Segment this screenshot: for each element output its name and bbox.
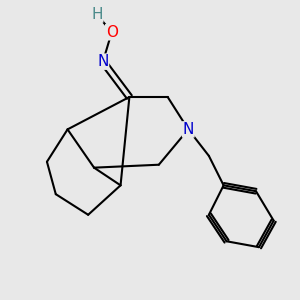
Text: N: N xyxy=(183,122,194,137)
Text: N: N xyxy=(97,54,109,69)
Text: H: H xyxy=(91,7,103,22)
Text: O: O xyxy=(106,25,118,40)
